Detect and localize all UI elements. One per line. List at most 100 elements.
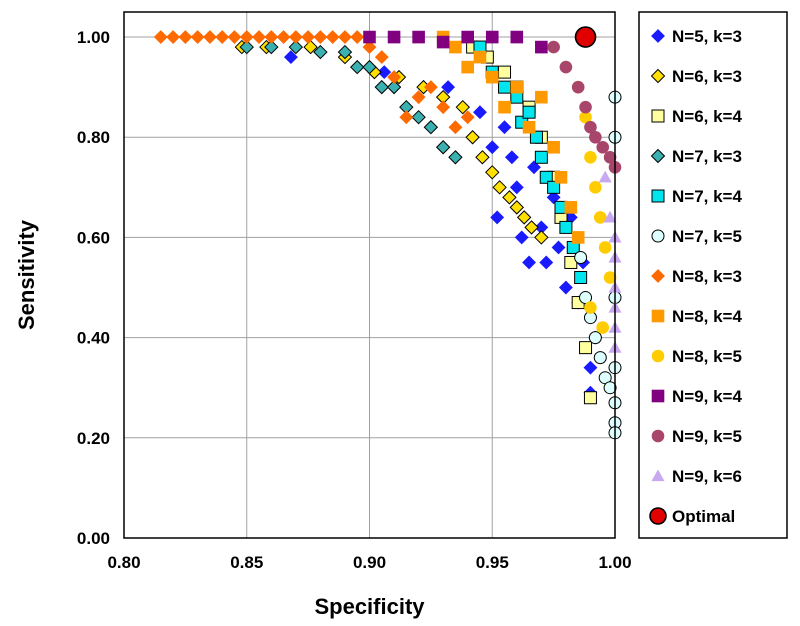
data-point bbox=[288, 39, 304, 55]
data-point bbox=[522, 255, 536, 270]
data-point bbox=[504, 150, 519, 165]
legend-label: N=5, k=3 bbox=[672, 27, 742, 46]
data-point bbox=[498, 65, 512, 79]
legend-label: Optimal bbox=[672, 507, 735, 526]
data-point bbox=[539, 170, 553, 184]
data-point bbox=[350, 59, 365, 75]
data-point bbox=[509, 200, 525, 215]
data-point bbox=[596, 321, 610, 334]
data-point bbox=[239, 30, 254, 44]
data-point bbox=[498, 100, 511, 114]
legend-label: N=9, k=6 bbox=[672, 467, 742, 486]
data-point bbox=[461, 60, 475, 74]
x-tick-label: 0.85 bbox=[230, 553, 263, 572]
x-tick-label: 0.90 bbox=[353, 553, 386, 572]
x-tick-label: 0.95 bbox=[476, 553, 509, 572]
data-point bbox=[448, 150, 463, 165]
data-point bbox=[284, 50, 298, 65]
legend-label: N=9, k=4 bbox=[672, 387, 742, 406]
y-tick-label: 0.20 bbox=[77, 429, 110, 448]
legend-marker bbox=[651, 429, 665, 443]
legend-label: N=8, k=5 bbox=[672, 347, 742, 366]
data-point bbox=[475, 150, 490, 165]
data-point bbox=[386, 79, 402, 95]
data-point bbox=[547, 40, 560, 54]
data-point bbox=[377, 65, 392, 80]
data-point bbox=[423, 80, 438, 95]
legend-label: N=8, k=3 bbox=[672, 267, 742, 286]
data-point bbox=[593, 211, 607, 224]
data-point bbox=[510, 80, 524, 94]
data-point bbox=[546, 190, 561, 205]
data-point bbox=[535, 40, 548, 54]
series-12 bbox=[574, 26, 597, 48]
data-point bbox=[473, 50, 487, 64]
data-point bbox=[579, 341, 593, 355]
data-point bbox=[288, 30, 303, 44]
series-8 bbox=[571, 80, 617, 334]
data-point bbox=[399, 110, 414, 125]
data-point bbox=[448, 120, 463, 135]
data-point bbox=[264, 39, 279, 55]
series-9 bbox=[363, 30, 548, 54]
series-6 bbox=[153, 30, 475, 135]
data-point bbox=[363, 30, 376, 44]
data-point bbox=[554, 171, 568, 184]
data-point bbox=[362, 40, 377, 54]
x-tick-label: 1.00 bbox=[598, 553, 631, 572]
data-point bbox=[596, 140, 610, 154]
data-point bbox=[387, 30, 401, 44]
data-point bbox=[514, 230, 529, 245]
data-point bbox=[350, 30, 365, 44]
data-point bbox=[574, 250, 588, 264]
data-point bbox=[547, 140, 560, 154]
data-point bbox=[509, 180, 524, 195]
data-point bbox=[264, 30, 279, 44]
data-point bbox=[502, 190, 517, 205]
data-point bbox=[449, 40, 462, 54]
data-point bbox=[387, 70, 401, 85]
series-10 bbox=[547, 40, 622, 174]
data-point bbox=[564, 201, 578, 214]
data-point bbox=[547, 180, 561, 194]
legend-marker bbox=[649, 507, 667, 525]
data-point bbox=[492, 180, 507, 195]
data-point bbox=[411, 109, 426, 125]
data-point bbox=[490, 210, 505, 225]
legend-marker bbox=[650, 68, 666, 84]
data-point bbox=[436, 100, 451, 115]
legend-marker bbox=[651, 29, 665, 43]
data-point bbox=[227, 30, 242, 44]
data-point bbox=[522, 120, 536, 134]
data-point bbox=[603, 381, 617, 395]
data-point bbox=[588, 331, 602, 345]
legend-marker bbox=[651, 469, 665, 482]
legend-label: N=7, k=3 bbox=[672, 147, 742, 166]
y-tick-label: 1.00 bbox=[77, 28, 110, 47]
data-point bbox=[534, 230, 549, 245]
data-point bbox=[485, 165, 500, 180]
data-point bbox=[485, 30, 499, 44]
data-point bbox=[574, 26, 597, 48]
data-point bbox=[579, 100, 592, 114]
legend-marker bbox=[650, 148, 666, 164]
y-tick-label: 0.00 bbox=[77, 529, 110, 548]
data-point bbox=[337, 44, 353, 60]
legend-marker bbox=[651, 189, 665, 203]
legend-label: N=6, k=4 bbox=[672, 107, 742, 126]
data-point bbox=[589, 181, 602, 194]
x-tick-label: 0.80 bbox=[107, 553, 140, 572]
data-point bbox=[485, 70, 499, 84]
data-point bbox=[497, 120, 512, 135]
data-point bbox=[239, 39, 254, 55]
data-point bbox=[551, 240, 566, 255]
data-point bbox=[362, 59, 377, 75]
legend-label: N=7, k=5 bbox=[672, 227, 742, 246]
data-point bbox=[178, 30, 193, 44]
legend-label: N=9, k=5 bbox=[672, 427, 742, 446]
y-tick-label: 0.60 bbox=[77, 228, 110, 247]
data-point bbox=[593, 351, 607, 365]
data-point bbox=[374, 50, 389, 65]
data-point bbox=[411, 90, 426, 105]
